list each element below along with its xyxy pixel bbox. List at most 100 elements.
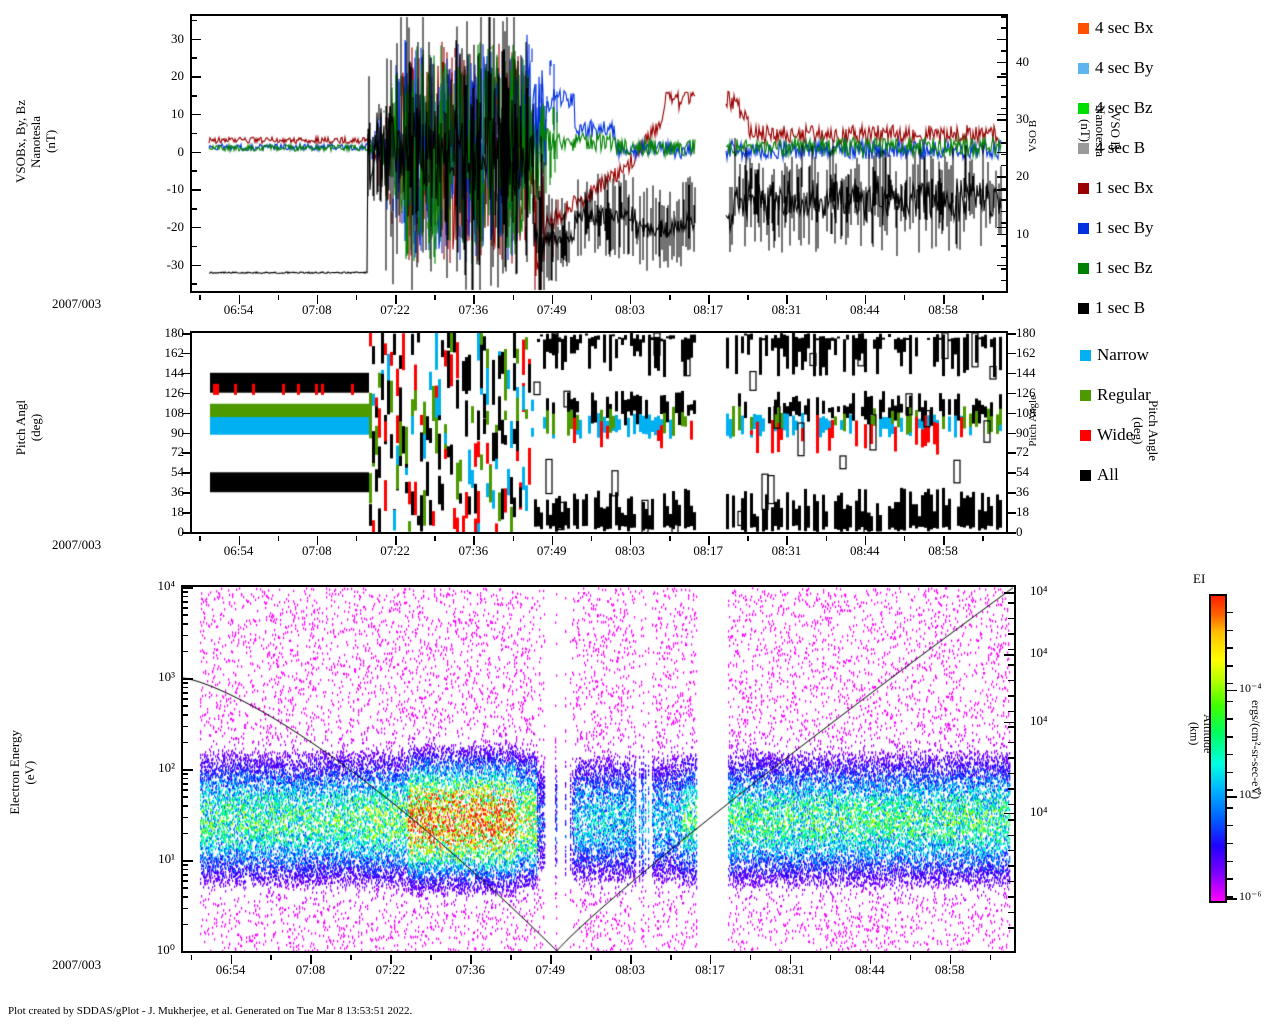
panel3-y2tick-0: 10⁴ <box>1030 583 1048 599</box>
legend-swatch-1-sec-Bz <box>1078 262 1089 274</box>
legend-item-4-sec-By[interactable]: 4 sec By <box>1078 58 1154 78</box>
panel2-ytick-126: 126 <box>164 384 185 400</box>
panel3-minor-tick <box>183 741 188 744</box>
panel1-minor-tick <box>1001 119 1006 121</box>
panel3-minor-tick <box>1008 896 1016 898</box>
colorbar-minor-tick <box>1227 736 1233 738</box>
legend-item-1-sec-Bx[interactable]: 1 sec Bx <box>1078 178 1154 198</box>
colorbar-tick-2: 10⁻⁶ <box>1239 889 1262 904</box>
time-label-08:03: 08:03 <box>615 543 645 558</box>
time-minor-tick <box>512 536 514 541</box>
panel2-tick <box>182 333 190 335</box>
time-label-06:54: 06:54 <box>223 302 254 317</box>
panel3-minor-tick <box>1008 834 1016 837</box>
panel1-minor-tick <box>192 76 197 78</box>
colorbar-minor-tick <box>1227 824 1233 827</box>
legend-item-1-sec-B[interactable]: 1 sec B <box>1078 298 1145 318</box>
panel2-date-label: 2007/003 <box>52 537 102 552</box>
panel3-minor-tick <box>1008 772 1016 775</box>
panel2-y2tick-36: 36 <box>1016 484 1029 500</box>
legend-item-4-sec-B[interactable]: 4 sec B <box>1078 138 1145 158</box>
panel3-minor-tick <box>183 714 188 716</box>
colorbar-minor-tick <box>1227 718 1233 720</box>
panel3-minor-tick <box>183 607 188 609</box>
time-major-tick <box>470 955 472 964</box>
colorbar-minor-tick <box>1227 682 1233 685</box>
time-minor-tick <box>669 536 671 541</box>
legend-label-1-sec-By: 1 sec By <box>1095 218 1154 237</box>
time-minor-tick <box>434 295 436 300</box>
legend-item-1-sec-Bz[interactable]: 1 sec Bz <box>1078 258 1153 278</box>
legend-label-1-sec-Bx: 1 sec Bx <box>1095 178 1154 197</box>
time-label-07:36: 07:36 <box>458 302 489 317</box>
time-minor-tick <box>355 536 358 541</box>
legend-item-Regular[interactable]: Regular <box>1080 385 1151 405</box>
time-minor-tick <box>670 955 672 960</box>
legend-label-4-sec-Bx: 4 sec Bx <box>1095 18 1154 37</box>
panel2-tick <box>1008 392 1016 395</box>
panel3-minor-tick <box>183 634 188 637</box>
legend-item-1-sec-By[interactable]: 1 sec By <box>1078 218 1154 238</box>
time-label-07:36: 07:36 <box>458 543 489 558</box>
time-major-tick <box>550 955 552 964</box>
legend-label-4-sec-B: 4 sec B <box>1095 138 1146 157</box>
panel3-minor-tick <box>183 816 188 819</box>
time-label-08:17: 08:17 <box>693 543 723 558</box>
panel2-tick <box>1008 452 1016 454</box>
panel1-ytick-10: 10 <box>171 105 184 121</box>
panel3-tick <box>1004 812 1016 815</box>
panel3-minor-tick <box>183 777 188 780</box>
panel2-tick <box>182 392 190 395</box>
legend-swatch-4-sec-Bx <box>1078 22 1089 34</box>
time-major-tick <box>390 955 392 964</box>
panel3-tick <box>183 678 193 680</box>
magnetic-field-plot-area <box>190 14 1008 293</box>
time-label-08:44: 08:44 <box>849 543 880 558</box>
time-minor-tick <box>190 955 193 960</box>
panel3-minor-tick <box>1008 648 1016 651</box>
legend-item-4-sec-Bz[interactable]: 4 sec Bz <box>1078 98 1153 118</box>
panel3-tick <box>183 769 193 771</box>
panel3-minor-tick <box>183 773 188 775</box>
time-minor-tick <box>199 536 201 541</box>
panel3-minor-tick <box>1008 757 1016 759</box>
time-label-07:22: 07:22 <box>375 962 406 977</box>
panel3-minor-tick <box>183 698 188 700</box>
time-label-08:58: 08:58 <box>928 543 958 558</box>
legend-item-4-sec-Bx[interactable]: 4 sec Bx <box>1078 18 1154 38</box>
panel1-minor-tick <box>192 170 197 172</box>
time-major-tick <box>310 955 312 964</box>
panel1-tick <box>997 76 1006 78</box>
panel3-minor-tick <box>183 874 188 876</box>
time-minor-tick <box>989 955 992 960</box>
colorbar-minor-tick <box>1227 771 1233 774</box>
legend-item-Wide[interactable]: Wide <box>1080 425 1133 445</box>
panel2-tick <box>1008 412 1016 415</box>
panel3-minor-tick <box>183 887 188 889</box>
legend-item-All[interactable]: All <box>1080 465 1119 485</box>
panel1-ytick-30: 30 <box>171 30 184 46</box>
panel1-ytick--30: -30 <box>166 256 184 272</box>
panel2-ytick-90: 90 <box>171 424 184 440</box>
panel3-minor-tick <box>1008 617 1016 620</box>
panel3-minor-tick <box>183 789 188 791</box>
colorbar-unit-label: ergs/(cm²-sr-sec-eV) <box>1249 700 1263 800</box>
panel1-minor-tick <box>192 38 197 41</box>
time-label-07:08: 07:08 <box>301 543 332 558</box>
panel3-minor-tick <box>183 595 188 598</box>
legend-item-Narrow[interactable]: Narrow <box>1080 345 1149 365</box>
panel3-minor-tick <box>1008 849 1016 852</box>
time-major-tick <box>786 295 788 304</box>
time-major-tick <box>943 295 945 304</box>
panel1-minor-tick <box>192 132 197 135</box>
panel1-y2tick-10: 10 <box>1016 225 1029 241</box>
panel3-ytick-2: 10² <box>158 760 175 775</box>
panel2-tick <box>1008 432 1016 434</box>
time-major-tick <box>473 536 475 545</box>
panel2-y2tick-126: 126 <box>1016 384 1036 400</box>
panel1-tick <box>997 226 1006 229</box>
time-label-06:54: 06:54 <box>215 962 246 977</box>
panel3-date-label: 2007/003 <box>52 957 102 972</box>
time-minor-tick <box>829 955 832 960</box>
colorbar-tick-1: 10⁻⁵ <box>1239 787 1262 802</box>
